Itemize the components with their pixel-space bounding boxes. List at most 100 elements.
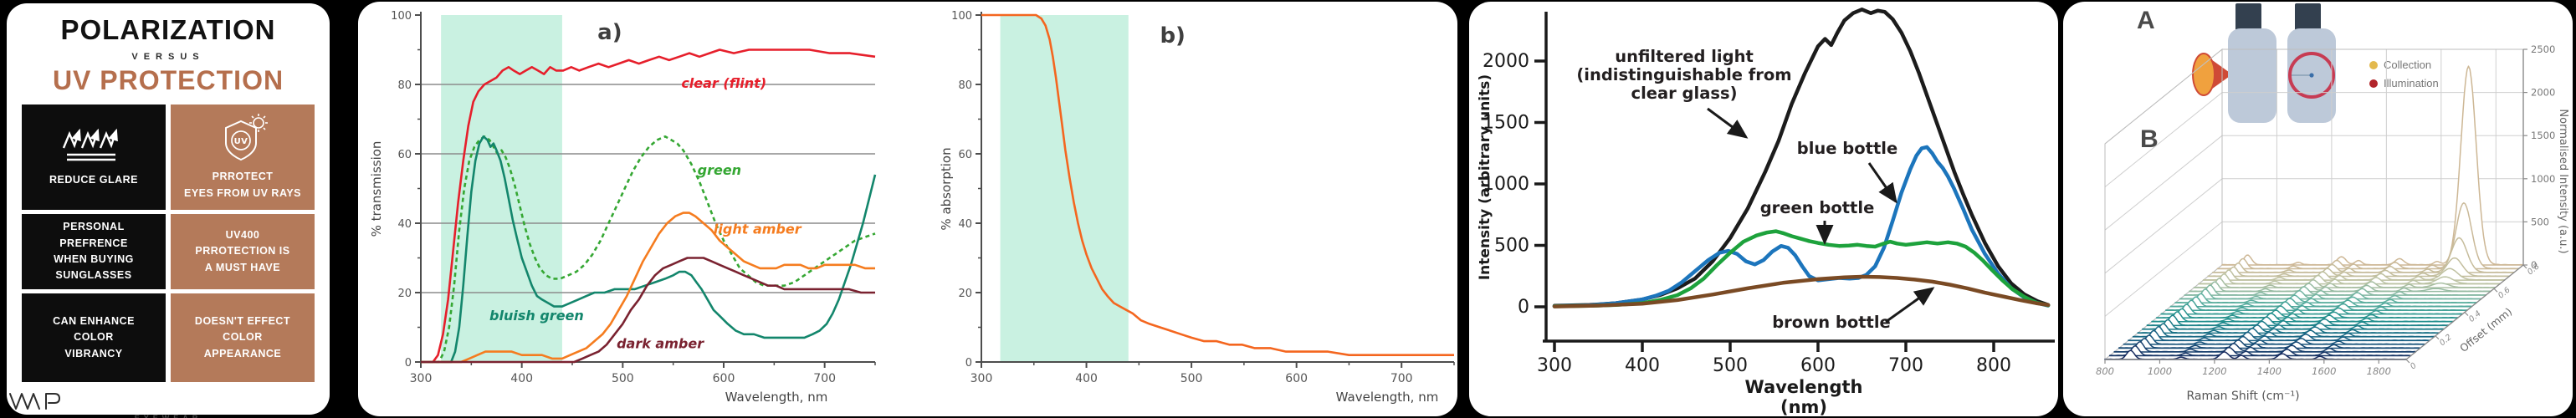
infographic-grid: REDUCE GLARE UV PRROTECT EYES FROM UV RA… — [22, 104, 315, 382]
raman-trace-4 — [2123, 334, 2426, 345]
series-uv-absorber — [981, 13, 1454, 357]
ytick-label-b: 40 — [958, 218, 972, 231]
ytick-label-b: 20 — [958, 288, 972, 300]
svg-text:UV: UV — [234, 137, 248, 146]
green-bottle-label: green bottle — [1760, 198, 1875, 217]
ytick-label: 500 — [1494, 236, 1529, 257]
cell-label: PERSONAL PREFRENCE WHEN BUYING SUNGLASSE… — [54, 221, 134, 282]
leftwall-grid — [2104, 222, 2223, 317]
raman-trace-20 — [2198, 273, 2501, 285]
blue-bottle-label-arrow — [1867, 162, 1897, 204]
series-green-bottle — [1552, 229, 2051, 308]
raman-depth-tick: 0.2 — [2438, 333, 2454, 348]
ytick-label-a: 40 — [397, 218, 412, 231]
xtick-label-a: 700 — [813, 372, 836, 385]
bottle-chart-svg: 0 500 1000 1500 2000 300 400 500 600 700 800 unfilt… — [1477, 8, 2055, 416]
ytick-label: 1500 — [1483, 113, 1529, 134]
series-unfiltered-light — [1552, 8, 2051, 308]
raman-depth-tick: 0.4 — [2467, 309, 2483, 324]
raman-trace-13 — [2165, 299, 2468, 311]
xtick-label: 800 — [1976, 355, 2011, 376]
xtick-label: 600 — [1800, 355, 1836, 376]
xlabel-line: Wavelength — [1745, 377, 1863, 397]
brand-name: EYEWEAR — [134, 414, 202, 418]
raman-trace-24 — [2216, 201, 2520, 270]
raman-trace-17 — [2184, 284, 2486, 296]
bottle-fluorescence-panel: 0 500 1000 1500 2000 300 400 500 600 700 800 unfilt… — [1469, 2, 2058, 416]
raman-depth-label: Offset (mm) — [2457, 305, 2514, 354]
cell-uv400-must-have: UV400 PRROTECTION IS A MUST HAVE — [171, 214, 315, 289]
ytick-label-b: 0 — [965, 357, 972, 370]
series-light-amber — [421, 212, 875, 364]
ytick-label-a: 100 — [391, 10, 412, 23]
raman-trace-6 — [2132, 325, 2435, 338]
series-label-green: green — [698, 162, 741, 178]
raman-ztick: 1500 — [2531, 130, 2555, 141]
raman-trace-11 — [2155, 308, 2459, 319]
xtick-label-b: 600 — [1285, 372, 1308, 385]
xlabel-line: (nm) — [1780, 397, 1827, 416]
xtick-label: 300 — [1537, 355, 1572, 376]
ytick-label: 2000 — [1483, 51, 1529, 72]
bottle-illumination-icon — [2192, 3, 2276, 123]
infographic-title: POLARIZATION — [60, 14, 276, 45]
bottle-collection-icon — [2287, 3, 2336, 123]
infographic-versus: VERSUS — [131, 52, 205, 62]
brown-bottle-label: brown bottle — [1772, 313, 1891, 332]
legend-label: Illumination — [2384, 77, 2439, 89]
xtick-label: 400 — [1625, 355, 1660, 376]
legend-label: Collection — [2384, 59, 2432, 71]
xtick-label-a: 600 — [713, 372, 735, 385]
polarization-infographic-card: POLARIZATION VERSUS UV PROTECTION REDUCE… — [7, 3, 330, 418]
cell-label: CAN ENHANCE COLOR VIBRANCY — [53, 314, 135, 359]
xtick-label-b: 700 — [1390, 372, 1413, 385]
ylabel-a: % transmission — [369, 141, 384, 237]
xtick-label-b: 400 — [1075, 372, 1098, 385]
cell-label: UV400 PRROTECTION IS A MUST HAVE — [195, 228, 290, 273]
legend-item-illumination: Illumination — [2369, 77, 2439, 89]
raman-trace-9 — [2146, 314, 2450, 327]
spectra-charts-panel: 0 20 40 60 80 100 300 400 500 600 700 clear (flint)… — [358, 2, 1457, 416]
raman-ztick: 0 — [2531, 259, 2537, 271]
raman-xtick: 1000 — [2148, 365, 2172, 377]
series-clear-flint- — [421, 48, 876, 364]
ylabel-b: % absorption — [939, 147, 954, 230]
series-label-clear-flint-: clear (flint) — [681, 75, 766, 91]
cell-reduce-glare: REDUCE GLARE — [22, 104, 166, 210]
series-label-dark-amber: dark amber — [617, 335, 704, 351]
raman-depth-tick: 0 — [2409, 361, 2419, 371]
cell-enhance-color: CAN ENHANCE COLOR VIBRANCY — [22, 293, 166, 382]
raman-xtick: 800 — [2096, 365, 2114, 377]
series-dark-amber — [421, 257, 875, 364]
leftwall-grid — [2104, 264, 2223, 360]
xtick-label: 700 — [1888, 355, 1923, 376]
chart-title-a: a) — [597, 20, 622, 45]
wmp-logo-icon — [7, 391, 330, 411]
raman-trace-14 — [2169, 296, 2473, 308]
panel-a-label: A — [2137, 7, 2155, 34]
chart-title-b: b) — [1160, 23, 1186, 48]
leftwall-grid — [2104, 178, 2223, 274]
line-shape — [2522, 264, 2527, 269]
ytick-label-a: 60 — [397, 149, 412, 161]
raman-xtick: 1800 — [2367, 365, 2391, 377]
raman-sors-panel: A Collection Illumination B 800 1000 1200 14… — [2063, 2, 2573, 416]
brown-bottle-label-arrow — [1885, 287, 1935, 324]
xlabel-b: Wavelength, nm — [1336, 390, 1439, 405]
line-shape — [2405, 359, 2410, 364]
raman-trace-7 — [2137, 323, 2440, 334]
xtick-label-a: 300 — [410, 372, 433, 385]
ytick-label-b: 80 — [958, 79, 972, 92]
leftwall-grid — [2104, 135, 2223, 231]
raman-xlabel: Raman Shift (cm⁻¹) — [2186, 390, 2299, 403]
raman-trace-1 — [2108, 345, 2412, 357]
raman-xtick: 1600 — [2312, 365, 2336, 377]
raman-legend: Collection Illumination — [2369, 59, 2439, 89]
uv-band-b — [1000, 15, 1129, 362]
blue-bottle-label: blue bottle — [1797, 139, 1897, 158]
raman-trace-5 — [2128, 329, 2430, 342]
illumination-dot-icon — [2369, 79, 2378, 88]
raman-xtick: 1400 — [2257, 365, 2282, 377]
